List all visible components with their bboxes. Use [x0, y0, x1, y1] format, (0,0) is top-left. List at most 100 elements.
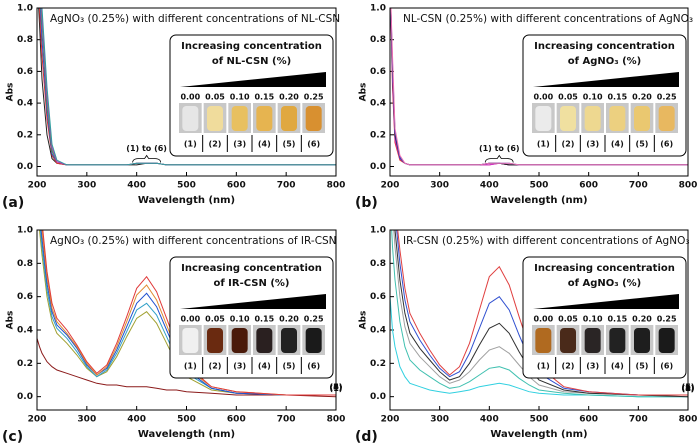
concentration-label: 0.05 — [558, 93, 578, 102]
spectrum-line — [394, 230, 688, 398]
x-tick-label: 400 — [480, 181, 499, 191]
concentration-label: 0.10 — [583, 315, 603, 324]
vial-liquid — [281, 106, 297, 131]
spectrum-line — [391, 230, 688, 398]
x-tick-label: 400 — [127, 415, 146, 425]
annotation-brace — [132, 154, 162, 163]
vial-label: (2) — [209, 362, 222, 371]
vial-liquid — [609, 106, 626, 131]
x-tick-label: 600 — [227, 415, 246, 425]
vial-liquid — [658, 328, 675, 353]
concentration-label: 0.10 — [230, 93, 250, 102]
vial-label: (5) — [283, 362, 296, 371]
y-tick-label: 0.8 — [17, 35, 33, 45]
inset-title: of NL-CSN (%) — [212, 56, 291, 67]
x-tick-label: 200 — [381, 181, 400, 191]
x-tick-label: 700 — [277, 181, 296, 191]
vial-liquid — [584, 328, 601, 353]
vial-label: (3) — [233, 140, 246, 149]
x-tick-label: 500 — [530, 415, 549, 425]
concentration-label: 0.00 — [180, 93, 200, 102]
concentration-label: 0.10 — [230, 315, 250, 324]
y-tick-label: 1.0 — [370, 226, 386, 236]
concentration-label: 0.20 — [279, 315, 299, 324]
vial-liquid — [256, 106, 273, 131]
y-tick-label: 0.0 — [17, 162, 33, 172]
inset-title: Increasing concentration — [534, 41, 675, 52]
concentration-label: 0.20 — [632, 93, 652, 102]
concentration-label: 0.00 — [533, 93, 553, 102]
vial-liquid — [658, 106, 675, 131]
x-tick-label: 400 — [127, 181, 146, 191]
concentration-label: 0.25 — [657, 315, 677, 324]
x-tick-label: 300 — [77, 415, 96, 425]
vial-liquid — [256, 328, 273, 353]
y-tick-label: 0.6 — [370, 67, 386, 77]
concentration-label: 0.20 — [279, 93, 299, 102]
y-tick-label: 1.0 — [17, 226, 33, 236]
y-axis-label: Abs — [359, 311, 369, 330]
vial-label: (2) — [562, 362, 575, 371]
annotation: (1) to (6) — [126, 144, 167, 153]
plot-frame — [389, 229, 689, 411]
vial-label: (4) — [611, 140, 624, 149]
spectrum-line — [38, 230, 336, 396]
concentration-label: 0.00 — [533, 315, 553, 324]
panel-label: (b) — [355, 195, 378, 211]
x-tick-label: 800 — [679, 415, 698, 425]
increase-wedge — [180, 72, 326, 87]
chart-title: AgNO₃ (0.25%) with different concentrati… — [50, 235, 337, 247]
vial-label: (5) — [283, 140, 296, 149]
y-tick-label: 1.0 — [17, 4, 33, 14]
vial-liquid — [231, 328, 248, 353]
x-tick-label: 200 — [381, 415, 400, 425]
chart-title: IR-CSN (0.25%) with different concentrat… — [403, 235, 690, 247]
vial-label: (6) — [660, 140, 673, 149]
concentration-label: 0.25 — [657, 93, 677, 102]
x-tick-label: 800 — [327, 415, 346, 425]
x-tick-label: 400 — [480, 415, 499, 425]
vial-liquid — [305, 328, 322, 353]
concentration-label: 0.10 — [583, 93, 603, 102]
vial-label: (5) — [636, 362, 649, 371]
panel-label: (c) — [2, 429, 23, 443]
vial-label: (6) — [307, 362, 320, 371]
y-tick-label: 0.6 — [17, 67, 33, 77]
vial-label: (6) — [660, 362, 673, 371]
concentration-label: 0.05 — [205, 93, 225, 102]
y-axis-label: Abs — [6, 311, 16, 330]
concentration-label: 0.05 — [205, 315, 225, 324]
x-axis-label: Wavelength (nm) — [138, 429, 235, 440]
concentration-label: 0.15 — [607, 93, 627, 102]
vial-label: (4) — [611, 362, 624, 371]
vial-liquid — [634, 106, 650, 131]
vial-label: (1) — [537, 140, 550, 149]
vial-liquid — [584, 106, 601, 131]
concentration-label: 0.15 — [254, 93, 274, 102]
x-tick-label: 300 — [77, 181, 96, 191]
y-axis-label: Abs — [6, 83, 16, 102]
vial-label: (5) — [636, 140, 649, 149]
y-tick-label: 0.8 — [370, 259, 386, 269]
x-tick-label: 600 — [579, 415, 598, 425]
x-tick-label: 500 — [177, 181, 196, 191]
concentration-label: 0.15 — [607, 315, 627, 324]
vial-liquid — [609, 328, 626, 353]
y-tick-label: 0.6 — [17, 292, 33, 302]
vial-liquid — [560, 328, 576, 353]
y-tick-label: 0.2 — [370, 130, 386, 140]
chart-title: AgNO₃ (0.25%) with different concentrati… — [50, 13, 340, 25]
x-axis-label: Wavelength (nm) — [138, 195, 235, 206]
x-tick-label: 300 — [430, 415, 449, 425]
vial-liquid — [231, 106, 248, 131]
inset-title: of AgNO₃ (%) — [568, 278, 642, 289]
vial-liquid — [182, 328, 199, 353]
vial-label: (3) — [586, 362, 599, 371]
increase-wedge — [533, 294, 679, 309]
y-axis-label: Abs — [359, 83, 369, 102]
chart-title: NL-CSN (0.25%) with different concentrat… — [403, 13, 693, 25]
vial-label: (3) — [233, 362, 246, 371]
vial-liquid — [634, 328, 650, 353]
x-tick-label: 600 — [227, 181, 246, 191]
